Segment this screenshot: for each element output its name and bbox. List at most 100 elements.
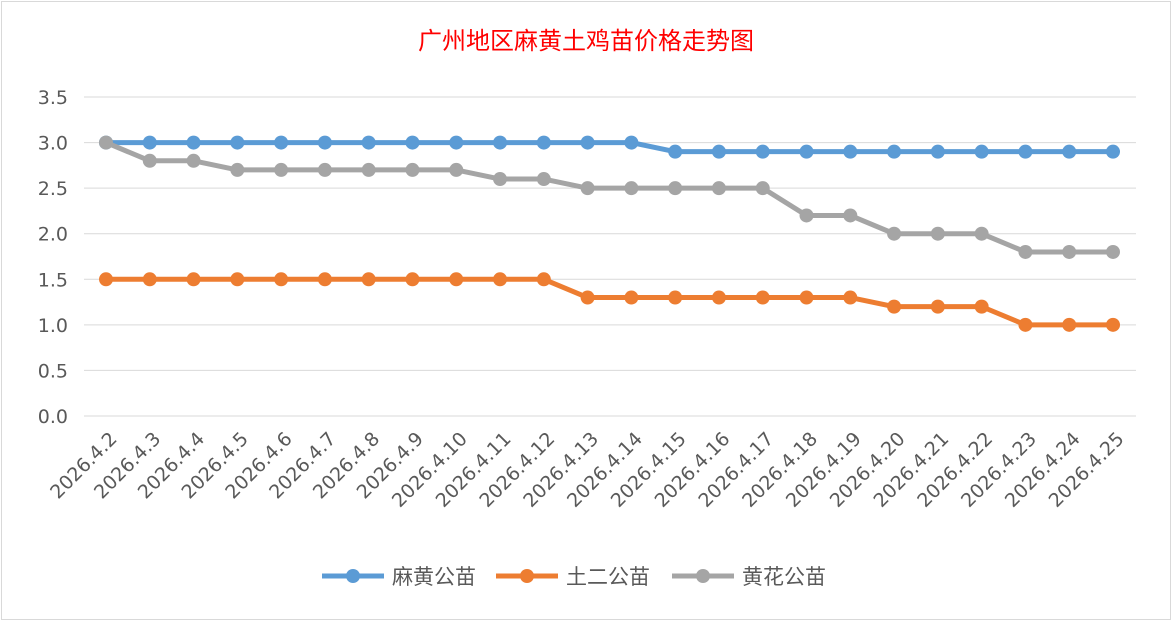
data-point xyxy=(1062,317,1077,332)
data-point xyxy=(843,208,858,223)
data-point xyxy=(1106,244,1120,259)
data-point xyxy=(317,162,332,177)
data-point xyxy=(887,144,902,159)
y-tick-label: 1.5 xyxy=(38,269,68,291)
data-point xyxy=(230,272,245,287)
y-axis-ticks: 0.0 0.5 1.0 1.5 2.0 2.5 3.0 3.5 xyxy=(38,87,68,428)
y-tick-label: 0.0 xyxy=(38,406,68,428)
data-point xyxy=(142,153,157,168)
data-point xyxy=(230,135,245,150)
data-point xyxy=(317,135,332,150)
x-axis-ticks: 2026.4.22026.4.32026.4.42026.4.52026.4.6… xyxy=(46,428,1128,512)
data-point xyxy=(711,181,726,196)
y-tick-label: 2.0 xyxy=(38,224,68,246)
series-1 xyxy=(99,135,1120,159)
data-point xyxy=(974,299,989,314)
data-point xyxy=(186,153,201,168)
data-point xyxy=(449,135,464,150)
y-tick-label: 3.5 xyxy=(38,87,68,109)
data-point xyxy=(974,226,989,241)
data-point xyxy=(624,181,639,196)
legend-swatch-marker xyxy=(520,569,534,583)
legend-label: 土二公苗 xyxy=(566,565,650,589)
data-point xyxy=(186,135,201,150)
data-point xyxy=(711,144,726,159)
data-point xyxy=(536,135,551,150)
data-point xyxy=(755,181,770,196)
chart-title: 广州地区麻黄土鸡苗价格走势图 xyxy=(418,27,754,55)
data-point xyxy=(930,226,945,241)
data-point xyxy=(186,272,201,287)
data-point xyxy=(755,144,770,159)
series-line xyxy=(105,140,1113,255)
legend-swatch-marker xyxy=(346,569,360,583)
legend-item: 麻黄公苗 xyxy=(322,565,476,589)
data-point xyxy=(887,226,902,241)
data-point xyxy=(449,162,464,177)
data-point xyxy=(799,208,814,223)
data-point xyxy=(1062,244,1077,259)
series-2 xyxy=(99,272,1120,332)
data-point xyxy=(142,135,157,150)
data-point xyxy=(317,272,332,287)
data-point xyxy=(843,290,858,305)
data-point xyxy=(711,290,726,305)
series-line xyxy=(106,140,1113,155)
data-point xyxy=(668,290,683,305)
data-point xyxy=(361,135,376,150)
data-point xyxy=(274,135,289,150)
data-point xyxy=(624,290,639,305)
data-point xyxy=(1106,144,1120,159)
series-3 xyxy=(99,135,1120,259)
data-point xyxy=(1106,317,1120,332)
data-point xyxy=(493,272,508,287)
data-point xyxy=(1062,144,1077,159)
data-point xyxy=(668,144,683,159)
data-point xyxy=(1018,144,1033,159)
legend-label: 黄花公苗 xyxy=(742,565,826,589)
data-point xyxy=(536,172,551,187)
data-point xyxy=(887,299,902,314)
legend: 麻黄公苗 土二公苗 黄花公苗 xyxy=(322,565,826,589)
data-point xyxy=(405,135,420,150)
y-tick-label: 2.5 xyxy=(38,178,68,200)
series-group xyxy=(99,135,1120,332)
data-point xyxy=(668,181,683,196)
legend-swatch-marker xyxy=(696,569,710,583)
data-point xyxy=(274,162,289,177)
data-point xyxy=(142,272,157,287)
data-point xyxy=(843,144,858,159)
data-point xyxy=(1018,317,1033,332)
data-point xyxy=(930,299,945,314)
data-point xyxy=(449,272,464,287)
legend-item: 黄花公苗 xyxy=(672,565,826,589)
data-point xyxy=(580,181,595,196)
data-point xyxy=(405,162,420,177)
data-point xyxy=(493,172,508,187)
data-point xyxy=(361,162,376,177)
data-point xyxy=(930,144,945,159)
data-point xyxy=(405,272,420,287)
data-point xyxy=(99,272,113,287)
data-point xyxy=(580,135,595,150)
data-point xyxy=(536,272,551,287)
data-point xyxy=(580,290,595,305)
data-point xyxy=(624,135,639,150)
series-line xyxy=(106,276,1113,328)
data-point xyxy=(99,135,113,150)
data-point xyxy=(799,290,814,305)
data-point xyxy=(493,135,508,150)
data-point xyxy=(799,144,814,159)
data-point xyxy=(974,144,989,159)
legend-label: 麻黄公苗 xyxy=(392,565,476,589)
y-tick-label: 3.0 xyxy=(38,133,68,155)
data-point xyxy=(361,272,376,287)
data-point xyxy=(274,272,289,287)
y-tick-label: 0.5 xyxy=(38,360,68,382)
legend-item: 土二公苗 xyxy=(496,565,650,589)
y-tick-label: 1.0 xyxy=(38,315,68,337)
data-point xyxy=(230,162,245,177)
data-point xyxy=(755,290,770,305)
data-point xyxy=(1018,244,1033,259)
